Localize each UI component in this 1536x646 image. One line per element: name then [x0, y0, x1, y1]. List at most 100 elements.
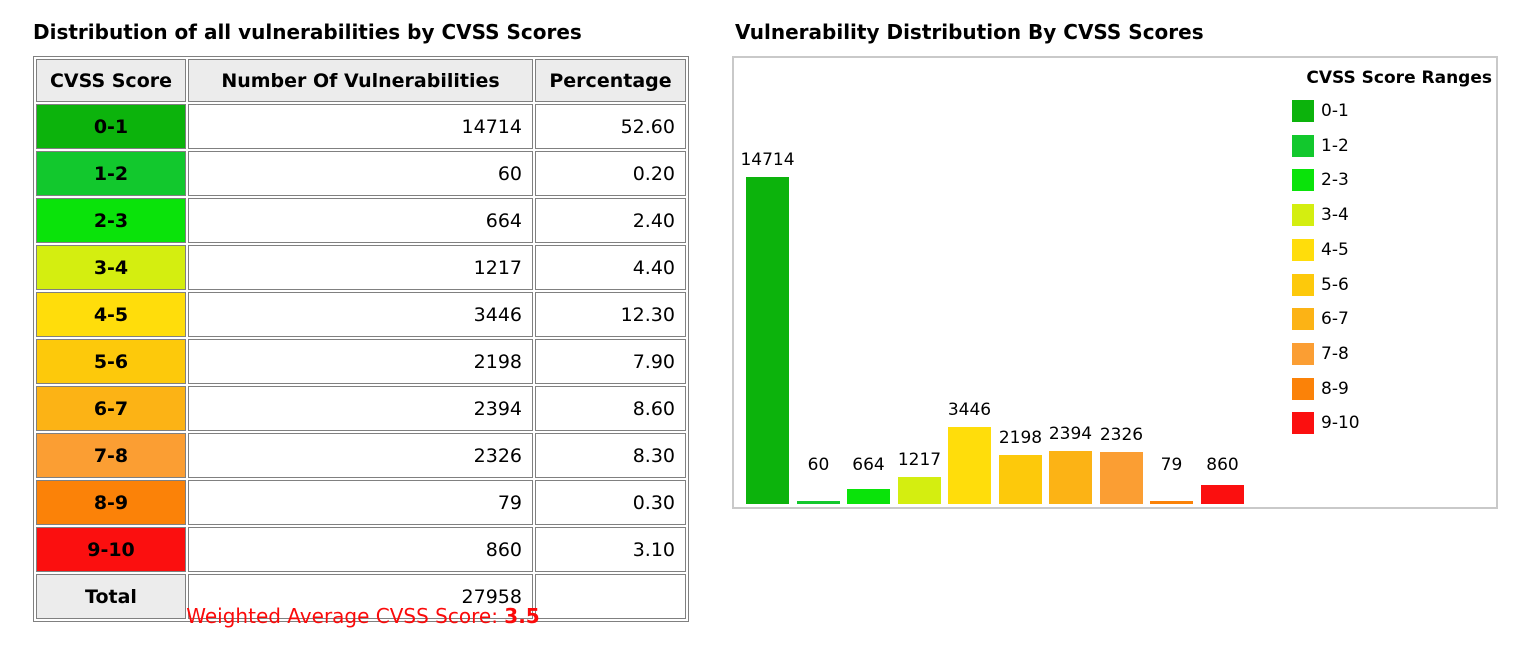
- bar-value-label: 664: [852, 455, 885, 475]
- count-cell: 79: [188, 480, 533, 525]
- legend-swatch: [1292, 169, 1314, 191]
- cvss-distribution-table: CVSS Score Number Of Vulnerabilities Per…: [33, 56, 689, 622]
- legend-swatch: [1292, 204, 1314, 226]
- bar-value-label: 860: [1206, 455, 1239, 475]
- legend-swatch: [1292, 378, 1314, 400]
- range-cell: 7-8: [36, 433, 186, 478]
- legend-item: 5-6: [1292, 274, 1349, 296]
- legend-swatch: [1292, 135, 1314, 157]
- legend-item: 6-7: [1292, 308, 1349, 330]
- legend-label: 5-6: [1321, 275, 1349, 295]
- legend-swatch: [1292, 239, 1314, 261]
- weighted-average-note: Weighted Average CVSS Score: 3.5: [33, 604, 693, 628]
- count-cell: 1217: [188, 245, 533, 290]
- bar: [1100, 452, 1143, 504]
- bar-value-label: 2198: [998, 428, 1043, 448]
- total-count-cell: 27958: [188, 574, 533, 619]
- weighted-average-value: 3.5: [504, 604, 540, 628]
- legend-label: 9-10: [1321, 413, 1360, 433]
- bar-chart: CVSS Score Ranges 14714 60 664 1217 3446 2198…: [732, 56, 1498, 509]
- bar-value-label: 79: [1160, 455, 1183, 475]
- bar: [999, 455, 1042, 504]
- legend-label: 3-4: [1321, 205, 1349, 225]
- table-row: 0-1 14714 52.60: [36, 104, 686, 149]
- range-cell: 6-7: [36, 386, 186, 431]
- count-cell: 2394: [188, 386, 533, 431]
- percentage-cell: 7.90: [535, 339, 686, 384]
- total-row: Total 27958: [36, 574, 686, 619]
- count-cell: 860: [188, 527, 533, 572]
- legend-item: 7-8: [1292, 343, 1349, 365]
- range-cell: 8-9: [36, 480, 186, 525]
- legend-item: 4-5: [1292, 239, 1349, 261]
- bar: [898, 477, 941, 504]
- range-cell: 9-10: [36, 527, 186, 572]
- legend-swatch: [1292, 343, 1314, 365]
- legend-swatch: [1292, 274, 1314, 296]
- header-cvss-score: CVSS Score: [36, 59, 186, 102]
- bar-value-label: 14714: [740, 150, 795, 170]
- bar: [746, 177, 789, 504]
- table-row: 7-8 2326 8.30: [36, 433, 686, 478]
- table-row: 2-3 664 2.40: [36, 198, 686, 243]
- table-row: 9-10 860 3.10: [36, 527, 686, 572]
- table-row: 6-7 2394 8.60: [36, 386, 686, 431]
- bar: [948, 427, 991, 504]
- count-cell: 2326: [188, 433, 533, 478]
- legend-title: CVSS Score Ranges: [1306, 68, 1492, 88]
- percentage-cell: 8.30: [535, 433, 686, 478]
- range-cell: 1-2: [36, 151, 186, 196]
- legend-swatch: [1292, 412, 1314, 434]
- count-cell: 664: [188, 198, 533, 243]
- bar-value-label: 1217: [897, 450, 942, 470]
- header-number-of-vulnerabilities: Number Of Vulnerabilities: [188, 59, 533, 102]
- legend-item: 8-9: [1292, 378, 1349, 400]
- legend-label: 1-2: [1321, 136, 1349, 156]
- legend-label: 0-1: [1321, 101, 1349, 121]
- percentage-cell: 2.40: [535, 198, 686, 243]
- total-label-cell: Total: [36, 574, 186, 619]
- range-cell: 3-4: [36, 245, 186, 290]
- percentage-cell: 3.10: [535, 527, 686, 572]
- legend-item: 0-1: [1292, 100, 1349, 122]
- table-row: 5-6 2198 7.90: [36, 339, 686, 384]
- legend-label: 8-9: [1321, 379, 1349, 399]
- legend-item: 9-10: [1292, 412, 1360, 434]
- legend-item: 2-3: [1292, 169, 1349, 191]
- table-row: 3-4 1217 4.40: [36, 245, 686, 290]
- legend-swatch: [1292, 308, 1314, 330]
- bar-value-label: 3446: [947, 400, 992, 420]
- bar: [797, 501, 840, 504]
- percentage-cell: 52.60: [535, 104, 686, 149]
- legend-label: 7-8: [1321, 344, 1349, 364]
- table-row: 1-2 60 0.20: [36, 151, 686, 196]
- left-table-title: Distribution of all vulnerabilities by C…: [33, 20, 582, 44]
- percentage-cell: 4.40: [535, 245, 686, 290]
- cvss-table-body: 0-1 14714 52.60 1-2 60 0.20 2-3 664 2.40 3-4 1217 4…: [36, 104, 686, 619]
- total-percentage-cell: [535, 574, 686, 619]
- legend-item: 1-2: [1292, 135, 1349, 157]
- bar-value-label: 60: [807, 455, 830, 475]
- bar-value-label: 2394: [1048, 424, 1093, 444]
- bar: [847, 489, 890, 504]
- legend-label: 2-3: [1321, 170, 1349, 190]
- percentage-cell: 0.20: [535, 151, 686, 196]
- count-cell: 60: [188, 151, 533, 196]
- count-cell: 14714: [188, 104, 533, 149]
- table-header-row: CVSS Score Number Of Vulnerabilities Per…: [36, 59, 686, 102]
- range-cell: 0-1: [36, 104, 186, 149]
- header-percentage: Percentage: [535, 59, 686, 102]
- bar: [1150, 501, 1193, 504]
- bar-chart-title: Vulnerability Distribution By CVSS Score…: [735, 20, 1204, 44]
- count-cell: 2198: [188, 339, 533, 384]
- bar: [1049, 451, 1092, 504]
- bar-value-label: 2326: [1099, 425, 1144, 445]
- range-cell: 2-3: [36, 198, 186, 243]
- range-cell: 5-6: [36, 339, 186, 384]
- legend-label: 4-5: [1321, 240, 1349, 260]
- table-row: 8-9 79 0.30: [36, 480, 686, 525]
- weighted-average-label: Weighted Average CVSS Score:: [186, 604, 505, 628]
- percentage-cell: 8.60: [535, 386, 686, 431]
- legend-swatch: [1292, 100, 1314, 122]
- legend-item: 3-4: [1292, 204, 1349, 226]
